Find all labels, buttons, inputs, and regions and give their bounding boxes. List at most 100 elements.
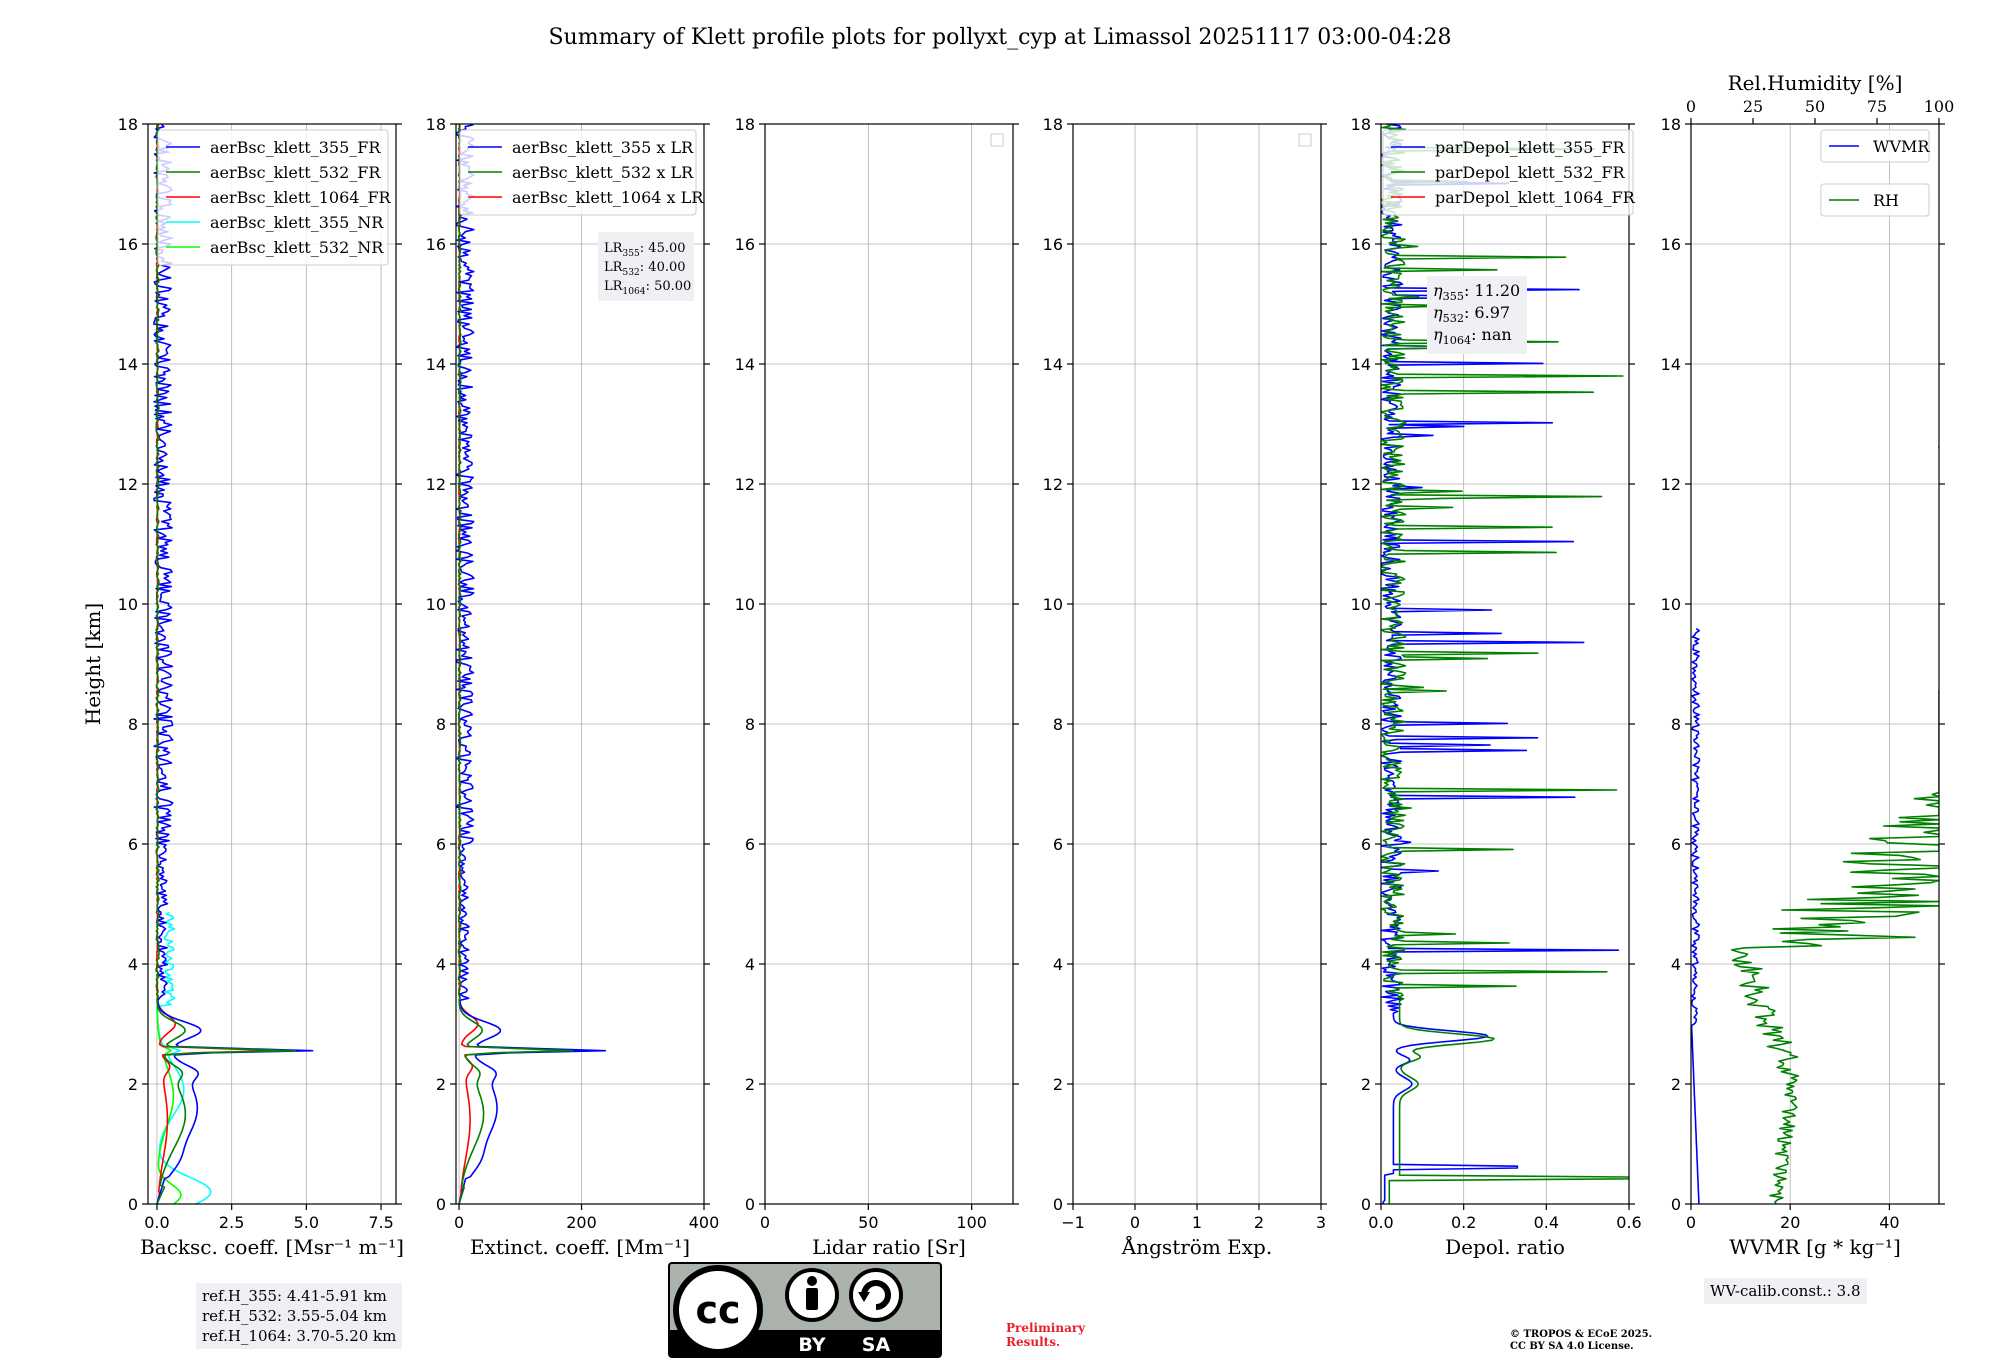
bsc-xlabel: Backsc. coeff. [Msr⁻¹ m⁻¹] [140,1235,404,1259]
cc-by-sa-badge: cc BY SA [668,1262,942,1358]
ext-annotation-line: LR355: 45.00 [604,241,686,259]
ext-ytick-label: 4 [436,955,446,974]
bsc-ytick-label: 0 [128,1195,138,1214]
wv-ytick-label: 2 [1671,1075,1681,1094]
wv-grid [1690,123,1939,1205]
ang-ytick-label: 14 [1043,355,1063,374]
panel-ext: 0 2 4 6 8 10 12 14 16 18 0 200 400 Extinct. coeff. [M… [426,115,720,1259]
wv-legend-label: RH [1873,191,1899,210]
preliminary-note: Preliminary Results. [1006,1321,1085,1349]
bsc-line-aerBsc_klett_532_FR [155,124,296,1204]
wv-xtick-label: 40 [1879,1213,1899,1232]
ang-grid [1072,123,1322,1205]
lr-ytick-label: 4 [745,955,755,974]
ext-axes-frame [455,123,705,1205]
cc-circle-icon [673,1265,763,1355]
bsc-legend-label: aerBsc_klett_355_NR [210,213,384,232]
ang-xtick-label: 0 [1130,1213,1140,1232]
ext-ytick-label: 0 [436,1195,446,1214]
bsc-ytick-label: 16 [118,235,138,254]
bsc-legend-label: aerBsc_klett_532_FR [210,163,381,182]
bsc-legend-label: aerBsc_klett_1064_FR [210,188,392,207]
bsc-ytick-label: 14 [118,355,138,374]
ang-xlabel: Ångström Exp. [1121,1234,1272,1259]
ext-ytick-label: 6 [436,835,446,854]
bsc-ytick-label: 8 [128,715,138,734]
wv-xtick-label: 0 [1686,1213,1696,1232]
bsc-line-aerBsc_klett_355_FR [153,124,314,1204]
bsc-ytick-label: 18 [118,115,138,134]
wv-line-WVMR [1692,528,1736,1204]
lr-ytick-label: 10 [735,595,755,614]
wv-xtick-label: 20 [1780,1213,1800,1232]
ang-ytick-label: 10 [1043,595,1063,614]
dep-xtick-label: 0.4 [1534,1213,1559,1232]
lr-ytick-label: 14 [735,355,755,374]
dep-ytick-label: 10 [1351,595,1371,614]
preliminary-line-2: Results. [1006,1335,1061,1349]
ext-line-aerBsc_klett_355 x LR [456,124,607,1204]
ang-xtick-label: 1 [1192,1213,1202,1232]
bsc-legend-label: aerBsc_klett_355_FR [210,138,381,157]
wv-ytick-label: 8 [1671,715,1681,734]
ext-ytick-label: 14 [426,355,446,374]
ext-ytick-label: 16 [426,235,446,254]
ext-legend-label: aerBsc_klett_1064 x LR [512,188,704,207]
dep-legend: parDepol_klett_355_FR parDepol_klett_532_… [1382,129,1636,216]
ang-ytick-label: 18 [1043,115,1063,134]
bsc-grid [148,123,396,1205]
lr-ytick-label: 0 [745,1195,755,1214]
wv-axes-frame [1690,123,1940,1205]
bsc-ytick-label: 4 [128,955,138,974]
dep-annotation-line: η1064: nan [1433,325,1512,347]
dep-legend-label: parDepol_klett_532_FR [1435,163,1626,182]
panel-wv: 0 2 4 6 8 10 12 14 16 18 0 20 40 WVMR [g * kg⁻¹] 0 25 50… [1661,71,1955,1259]
dep-ytick-label: 6 [1361,835,1371,854]
lr-empty-legend [990,133,1004,147]
ext-ytick-label: 10 [426,595,446,614]
ang-ytick-label: 12 [1043,475,1063,494]
ext-line-aerBsc_klett_532 x LR [457,124,574,1204]
wv-ytick-label: 10 [1661,595,1681,614]
bsc-series-group [153,124,314,1204]
ext-series-group [456,124,607,1204]
ang-ytick-label: 0 [1053,1195,1063,1214]
ang-ytick-label: 2 [1053,1075,1063,1094]
ang-xtick-label: 3 [1316,1213,1326,1232]
panel-dep: 0 2 4 6 8 10 12 14 16 18 0.0 0.2 0.4 0.6 Depol. ratio p… [1351,115,1642,1259]
wv-ytick-label: 0 [1671,1195,1681,1214]
ext-annotation-line: LR1064: 50.00 [604,279,691,297]
dep-xtick-label: 0.2 [1451,1213,1476,1232]
refh-355: ref.H_355: 4.41-5.91 km [202,1287,387,1305]
bsc-xtick-label: 0.0 [144,1213,169,1232]
bsc-legend: aerBsc_klett_355_FR aerBsc_klett_532_FRae… [157,129,392,266]
wv-ytick-label: 18 [1661,115,1681,134]
refh-1064: ref.H_1064: 3.70-5.20 km [202,1327,397,1345]
height-axis-label: Height [km] [81,603,105,725]
bsc-ytick-label: 6 [128,835,138,854]
lr-xtick-label: 50 [858,1213,878,1232]
dep-xtick-label: 0.6 [1616,1213,1641,1232]
ext-legend-label: aerBsc_klett_532 x LR [512,163,694,182]
dep-axes-frame [1380,123,1630,1205]
wv-calib-label: WV-calib.const.: 3.8 [1710,1282,1861,1300]
ang-ytick-label: 8 [1053,715,1063,734]
rh-top-tick-label: 100 [1924,97,1955,116]
wv-series-group [1692,242,1939,1204]
dep-ytick-label: 18 [1351,115,1371,134]
copyright-line-2: CC BY SA 4.0 License. [1510,1341,1634,1352]
panel-bsc: 0 2 4 6 8 10 12 14 16 18 0.0 2.5 5.0 7.5 Backsc. coeff… [81,115,404,1259]
bsc-xtick-label: 7.5 [368,1213,393,1232]
dep-xlabel: Depol. ratio [1445,1235,1565,1259]
ang-xtick-label: 2 [1254,1213,1264,1232]
dep-series-group [1381,124,1629,1204]
ang-empty-legend [1298,133,1312,147]
ext-ytick-label: 2 [436,1075,446,1094]
ang-ytick-label: 4 [1053,955,1063,974]
ext-legend-label: aerBsc_klett_355 x LR [512,138,694,157]
lr-ytick-label: 8 [745,715,755,734]
ext-xlabel: Extinct. coeff. [Mm⁻¹] [470,1235,690,1259]
